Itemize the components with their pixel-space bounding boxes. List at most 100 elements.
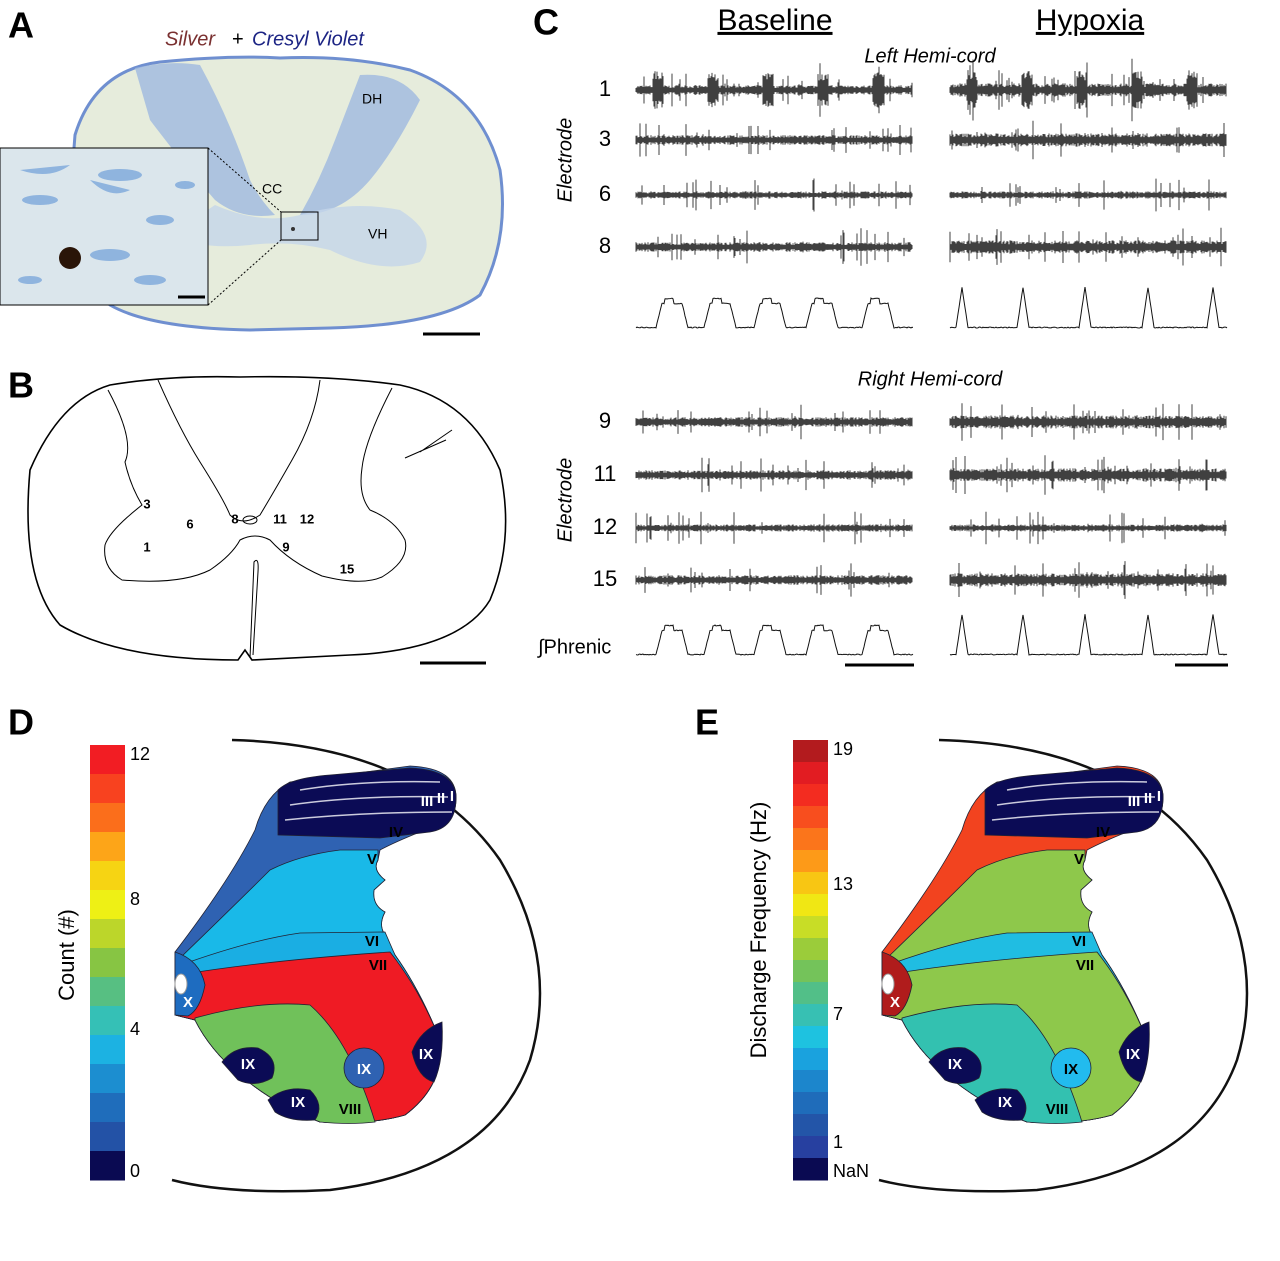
lamina-border bbox=[284, 780, 453, 821]
colorbar-segment bbox=[793, 1048, 828, 1071]
trace-label: ∫Phrenic bbox=[537, 636, 611, 658]
lamina-region bbox=[974, 1088, 1027, 1121]
lamina-region bbox=[343, 1047, 385, 1089]
colorbar-segment bbox=[793, 938, 828, 961]
lamina-region bbox=[928, 1047, 982, 1084]
colorbar-tick: 4 bbox=[130, 1019, 140, 1039]
lamina-region bbox=[1118, 1021, 1150, 1083]
colorbar-tick: 12 bbox=[130, 744, 150, 764]
colorbar-segment bbox=[793, 740, 828, 763]
lamina-label: IX bbox=[419, 1046, 433, 1063]
gray-matter bbox=[104, 387, 407, 582]
neural-trace bbox=[949, 511, 1227, 545]
panel-letter: B bbox=[8, 365, 34, 406]
lamina-region bbox=[277, 767, 457, 839]
electrode-number: 6 bbox=[599, 181, 611, 206]
neural-trace bbox=[949, 561, 1227, 599]
condition-title: Baseline bbox=[717, 4, 832, 37]
stain-title: + bbox=[232, 28, 244, 50]
colorbar-tick: NaN bbox=[833, 1161, 869, 1181]
lamina-label: IX bbox=[998, 1094, 1012, 1111]
colorbar-tick: 0 bbox=[130, 1161, 140, 1181]
lamina-label: IX bbox=[291, 1094, 305, 1111]
lamina-label: II bbox=[437, 790, 445, 807]
lamina-region bbox=[984, 767, 1164, 839]
colorbar-segment bbox=[793, 1158, 828, 1181]
fissure bbox=[249, 559, 259, 659]
colorbar-tick: 19 bbox=[833, 739, 853, 759]
cord-outline bbox=[27, 375, 507, 661]
neural-trace bbox=[635, 63, 913, 117]
ventral-horn bbox=[170, 205, 427, 267]
panel-letter: D bbox=[8, 702, 34, 743]
colorbar-label: Count (#) bbox=[54, 909, 79, 1001]
colorbar-segment bbox=[90, 774, 125, 804]
colorbar-segment bbox=[793, 894, 828, 917]
central-canal bbox=[242, 515, 258, 525]
colorbar-label: Discharge Frequency (Hz) bbox=[746, 802, 771, 1059]
lamina-label: VI bbox=[365, 933, 379, 950]
lamina-region bbox=[1050, 1047, 1092, 1089]
colorbar-segment bbox=[90, 890, 125, 920]
electrode-number: 3 bbox=[599, 126, 611, 151]
colorbar-segment bbox=[90, 1006, 125, 1036]
colorbar-segment bbox=[90, 1064, 125, 1094]
lamina-label: V bbox=[1074, 851, 1084, 868]
phrenic-trace bbox=[949, 614, 1228, 656]
lamina-region bbox=[267, 1088, 320, 1121]
zoom-line bbox=[207, 147, 282, 213]
colorbar-segment bbox=[90, 832, 125, 862]
region-number: 1 bbox=[143, 539, 150, 554]
colorbar-segment bbox=[90, 1035, 125, 1065]
colorbar-segment bbox=[90, 861, 125, 891]
colorbar-segment bbox=[90, 803, 125, 833]
neural-trace bbox=[949, 120, 1227, 160]
condition-title: Hypoxia bbox=[1036, 4, 1145, 37]
colorbar-segment bbox=[793, 1136, 828, 1159]
panel-letter: C bbox=[533, 2, 559, 43]
electrode-number: 11 bbox=[594, 461, 617, 486]
lamina-label: III bbox=[421, 793, 434, 810]
lamina-label: II bbox=[1144, 790, 1152, 807]
region-number: 11 bbox=[273, 511, 287, 526]
colorbar-segment bbox=[793, 762, 828, 785]
axis-label: Electrode bbox=[554, 118, 576, 203]
colorbar-tick: 13 bbox=[833, 874, 853, 894]
lamina-label: III bbox=[1128, 793, 1141, 810]
lamina-label: IV bbox=[1096, 824, 1110, 841]
colorbar-segment bbox=[793, 960, 828, 983]
lamina-label: IV bbox=[389, 824, 403, 841]
lamina-label: I bbox=[450, 788, 454, 805]
colorbar-segment bbox=[90, 1122, 125, 1152]
colorbar-segment bbox=[793, 1092, 828, 1115]
lamina-label: X bbox=[890, 994, 900, 1011]
lamina-label: V bbox=[367, 851, 377, 868]
colorbar-segment bbox=[793, 1070, 828, 1093]
neural-trace bbox=[949, 455, 1227, 495]
colorbar-segment bbox=[90, 948, 125, 978]
lamina-label: VII bbox=[369, 957, 387, 974]
colorbar-tick: 1 bbox=[833, 1132, 843, 1152]
neural-trace bbox=[635, 511, 913, 545]
region-number: 12 bbox=[300, 511, 314, 526]
phrenic-trace bbox=[949, 287, 1228, 329]
central-canal bbox=[174, 973, 188, 995]
region-number: 8 bbox=[231, 511, 238, 526]
region-number: 9 bbox=[282, 539, 289, 554]
section-title: Right Hemi-cord bbox=[858, 368, 1003, 390]
colorbar-segment bbox=[90, 745, 125, 775]
lamina-label: IX bbox=[948, 1056, 962, 1073]
neuron bbox=[291, 227, 295, 231]
colorbar-segment bbox=[793, 828, 828, 851]
lamina-region bbox=[221, 1047, 275, 1084]
stain-title: Cresyl Violet bbox=[252, 28, 365, 50]
colorbar-segment bbox=[793, 1004, 828, 1027]
electrode-number: 15 bbox=[593, 566, 617, 591]
lamina-label: IX bbox=[357, 1061, 371, 1078]
gray-matter bbox=[157, 379, 321, 522]
inset-texture bbox=[18, 165, 195, 285]
dorsal-horn bbox=[300, 74, 420, 215]
colorbar-segment bbox=[793, 982, 828, 1005]
